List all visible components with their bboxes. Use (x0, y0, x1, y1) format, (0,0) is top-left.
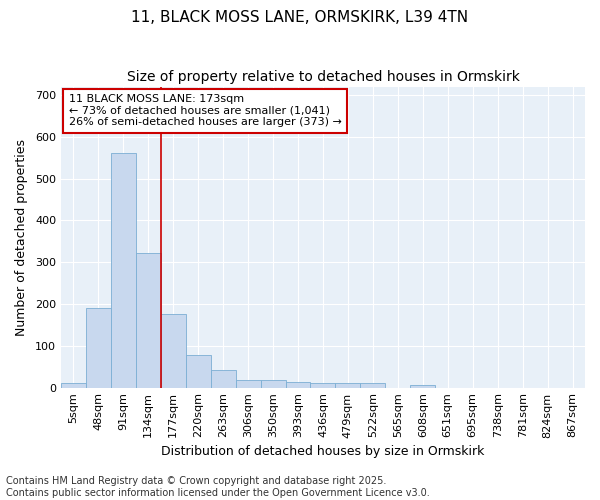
Bar (286, 382, 310, 388)
Bar (186, 356, 211, 388)
Bar (86, 308, 111, 388)
Bar (211, 370, 236, 388)
Y-axis label: Number of detached properties: Number of detached properties (15, 138, 28, 336)
Text: 11 BLACK MOSS LANE: 173sqm
← 73% of detached houses are smaller (1,041)
26% of s: 11 BLACK MOSS LANE: 173sqm ← 73% of deta… (69, 94, 341, 128)
Bar (136, 252, 161, 388)
Bar (61, 384, 86, 388)
Bar (335, 383, 361, 388)
Bar (361, 384, 385, 388)
Bar (111, 154, 136, 388)
Text: Contains HM Land Registry data © Crown copyright and database right 2025.
Contai: Contains HM Land Registry data © Crown c… (6, 476, 430, 498)
X-axis label: Distribution of detached houses by size in Ormskirk: Distribution of detached houses by size … (161, 444, 485, 458)
Bar (310, 383, 335, 388)
Bar (161, 314, 186, 388)
Bar (410, 386, 435, 388)
Text: 11, BLACK MOSS LANE, ORMSKIRK, L39 4TN: 11, BLACK MOSS LANE, ORMSKIRK, L39 4TN (131, 10, 469, 25)
Bar (260, 380, 286, 388)
Bar (236, 380, 260, 388)
Title: Size of property relative to detached houses in Ormskirk: Size of property relative to detached ho… (127, 70, 520, 84)
